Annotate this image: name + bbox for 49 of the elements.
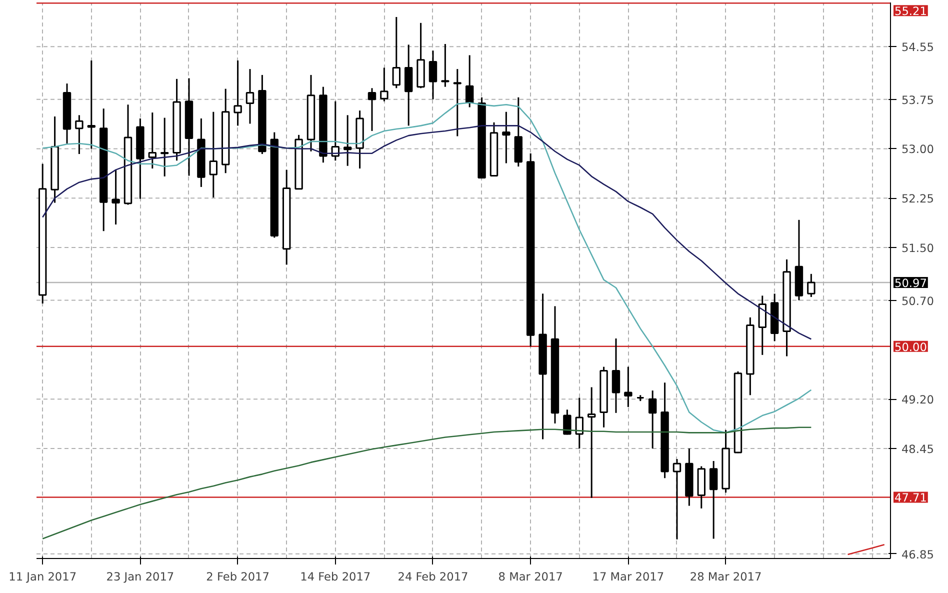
candlestick bbox=[343, 114, 352, 167]
candlestick bbox=[502, 111, 510, 164]
x-tick-label: 2 Feb 2017 bbox=[206, 570, 270, 584]
line-series bbox=[847, 544, 886, 556]
candlestick bbox=[624, 366, 632, 408]
x-tick-label: 17 Mar 2017 bbox=[592, 570, 664, 584]
candlestick bbox=[612, 338, 620, 414]
candlestick bbox=[428, 50, 438, 100]
candlestick bbox=[112, 169, 120, 226]
x-tick-label: 28 Mar 2017 bbox=[690, 570, 762, 584]
y-tick-label: 50.70 bbox=[901, 294, 934, 308]
y-tick-label: 49.20 bbox=[901, 392, 934, 407]
candlestick bbox=[380, 66, 388, 102]
candlestick bbox=[587, 386, 596, 499]
candlestick bbox=[368, 87, 376, 132]
candlestick bbox=[148, 112, 156, 170]
candlestick bbox=[246, 68, 254, 124]
candlestick bbox=[758, 294, 766, 356]
x-tick-label: 11 Jan 2017 bbox=[8, 570, 77, 584]
ref-line-label: 47.71 bbox=[894, 490, 927, 505]
candlestick bbox=[709, 460, 718, 540]
y-tick-label: 52.25 bbox=[901, 192, 934, 206]
candlestick bbox=[234, 60, 242, 126]
x-tick-label: 23 Jan 2017 bbox=[106, 570, 174, 584]
candlestick bbox=[404, 44, 413, 126]
y-tick-label: 48.45 bbox=[901, 442, 934, 456]
candlestick bbox=[392, 16, 400, 89]
y-tick-label: 51.50 bbox=[901, 241, 934, 256]
ref-line-label: 50.97 bbox=[894, 276, 927, 290]
ref-line-label: 55.21 bbox=[894, 4, 927, 18]
candlestick bbox=[648, 390, 657, 450]
y-tick-label: 54.55 bbox=[901, 40, 934, 54]
candlestick bbox=[453, 68, 462, 137]
ref-line-label: 50.00 bbox=[894, 340, 927, 354]
y-tick-label: 53.00 bbox=[901, 142, 934, 156]
candlestick bbox=[441, 43, 450, 88]
x-tick-label: 8 Mar 2017 bbox=[498, 570, 563, 584]
candlestick bbox=[75, 114, 84, 155]
candlestick bbox=[87, 60, 96, 150]
line-series bbox=[42, 125, 812, 340]
candlestick bbox=[160, 117, 169, 178]
y-tick-label: 46.85 bbox=[901, 547, 934, 562]
x-tick-label: 24 Feb 2017 bbox=[398, 570, 468, 584]
candlestick bbox=[209, 111, 218, 198]
candlestick bbox=[465, 54, 474, 108]
x-tick-label: 14 Feb 2017 bbox=[300, 570, 371, 584]
y-tick-label: 53.75 bbox=[901, 92, 934, 107]
candlestick bbox=[807, 273, 816, 298]
candlestick bbox=[672, 458, 682, 540]
